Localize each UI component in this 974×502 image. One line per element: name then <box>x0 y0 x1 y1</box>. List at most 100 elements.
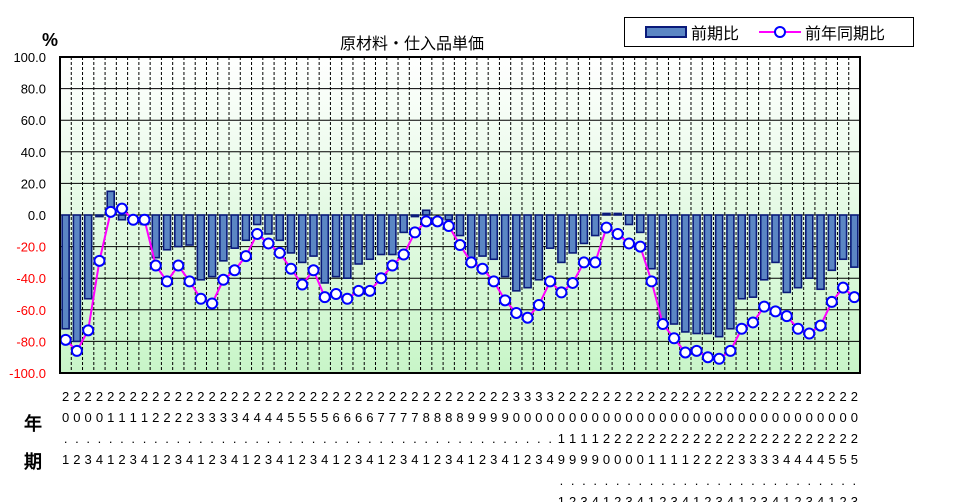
x-tick-label-char: 4 <box>141 452 148 467</box>
x-tick-label-char: 1 <box>152 452 159 467</box>
bar-swatch-icon <box>645 26 687 38</box>
marker-yoy <box>307 264 320 277</box>
x-tick-label-char: . <box>650 473 654 488</box>
bar-qoq <box>804 214 814 280</box>
x-tick-label-char: . <box>785 473 789 488</box>
marker-yoy <box>679 346 692 359</box>
x-tick-label-char: 3 <box>265 452 272 467</box>
x-tick-label-char: 2 <box>614 431 621 446</box>
marker-yoy <box>476 262 489 275</box>
x-tick-label-char: 3 <box>85 452 92 467</box>
x-tick-label-char: 2 <box>479 452 486 467</box>
bar-qoq <box>838 214 848 261</box>
x-tick-label-char: . <box>469 431 473 446</box>
x-tick-label-char: . <box>436 431 440 446</box>
marker-yoy <box>577 256 590 269</box>
x-tick-label-char: 2 <box>727 452 734 467</box>
x-tick-label-char: 4 <box>592 494 599 502</box>
x-tick-label-char: 3 <box>400 452 407 467</box>
bar-qoq <box>635 214 645 234</box>
bar-qoq <box>512 214 521 292</box>
x-tick-label-char: 3 <box>806 494 813 502</box>
x-tick-label-char: 4 <box>411 452 418 467</box>
x-tick-label-char: 2 <box>73 389 80 404</box>
x-tick-label-char: 0 <box>580 410 587 425</box>
marker-yoy <box>701 351 714 364</box>
x-tick-label-char: 1 <box>423 452 430 467</box>
x-tick-label-char: 0 <box>614 452 621 467</box>
x-tick-label-char: 3 <box>738 452 745 467</box>
x-tick-label-char: 2 <box>265 389 272 404</box>
x-tick-label-char: 2 <box>806 431 813 446</box>
x-tick-label-char: 3 <box>547 389 554 404</box>
x-tick-label-char: 2 <box>794 431 801 446</box>
marker-yoy <box>239 250 252 263</box>
x-tick-label-char: 2 <box>208 452 215 467</box>
bar-qoq <box>61 214 70 330</box>
x-tick-label-char: . <box>526 431 530 446</box>
bar-qoq <box>579 214 589 245</box>
x-tick-label-char: 1 <box>558 494 565 502</box>
marker-yoy <box>431 215 444 228</box>
marker-yoy <box>104 205 117 218</box>
bar-qoq <box>297 214 307 264</box>
x-tick-label-char: 4 <box>817 494 824 502</box>
bar-qoq <box>455 214 465 237</box>
x-tick-label-char: 2 <box>839 431 846 446</box>
bar-qoq <box>185 214 194 246</box>
bar-qoq <box>162 214 172 251</box>
x-tick-label-char: 2 <box>163 452 170 467</box>
x-tick-label-char: . <box>244 431 248 446</box>
x-tick-label-char: 2 <box>682 431 689 446</box>
x-tick-label-char: 2 <box>738 431 745 446</box>
x-tick-label-char: 4 <box>321 452 328 467</box>
x-tick-label-char: 2 <box>208 389 215 404</box>
x-tick-label-char: . <box>176 431 180 446</box>
x-tick-label-char: 4 <box>276 410 283 425</box>
x-tick-label-char: 3 <box>625 494 632 502</box>
y-tick-label: 100.0 <box>13 50 46 65</box>
x-tick-label-char: 5 <box>828 452 835 467</box>
x-tick-label-char: 6 <box>332 410 339 425</box>
bar-qoq <box>602 212 611 216</box>
x-tick-label-char: 9 <box>479 410 486 425</box>
bar-qoq <box>782 214 792 294</box>
x-tick-label-char: 0 <box>62 410 69 425</box>
x-tick-label-char: 2 <box>783 389 790 404</box>
x-tick-label-char: 2 <box>670 431 677 446</box>
y-axis-unit-label: % <box>42 30 59 50</box>
x-tick-label-char: 3 <box>580 494 587 502</box>
x-tick-label-char: 2 <box>749 431 756 446</box>
x-tick-label-char: . <box>368 431 372 446</box>
x-tick-label-char: . <box>458 431 462 446</box>
x-tick-label-char: 2 <box>704 431 711 446</box>
x-tick-label-char: 1 <box>107 410 114 425</box>
x-tick-label-char: . <box>841 473 845 488</box>
marker-yoy <box>138 213 151 226</box>
x-tick-label-char: 2 <box>749 494 756 502</box>
x-tick-label-char: 2 <box>445 389 452 404</box>
marker-yoy <box>228 264 241 277</box>
x-tick-label-char: 4 <box>456 452 463 467</box>
x-tick-label-char: 5 <box>839 452 846 467</box>
x-tick-label-char: 1 <box>670 452 677 467</box>
x-tick-label-char: 0 <box>704 410 711 425</box>
x-tick-label-char: 6 <box>355 410 362 425</box>
marker-yoy <box>814 319 827 332</box>
bar-qoq <box>737 214 746 300</box>
x-tick-label-char: 0 <box>614 410 621 425</box>
bar-qoq <box>850 214 859 268</box>
x-tick-label-char: 2 <box>614 494 621 502</box>
x-tick-label-char: 5 <box>299 410 306 425</box>
x-tick-label-char: 2 <box>704 452 711 467</box>
x-tick-label-char: 1 <box>468 452 475 467</box>
x-tick-label-char: 2 <box>186 410 193 425</box>
x-tick-label-char: . <box>199 431 203 446</box>
x-tick-label-char: 1 <box>592 431 599 446</box>
y-tick-label: 20.0 <box>21 176 46 191</box>
x-tick-label-char: 3 <box>716 494 723 502</box>
x-tick-label-char: 4 <box>242 410 249 425</box>
x-tick-label-char: 4 <box>366 452 373 467</box>
x-tick-label-char: 0 <box>547 410 554 425</box>
x-tick-label-char: 4 <box>727 494 734 502</box>
